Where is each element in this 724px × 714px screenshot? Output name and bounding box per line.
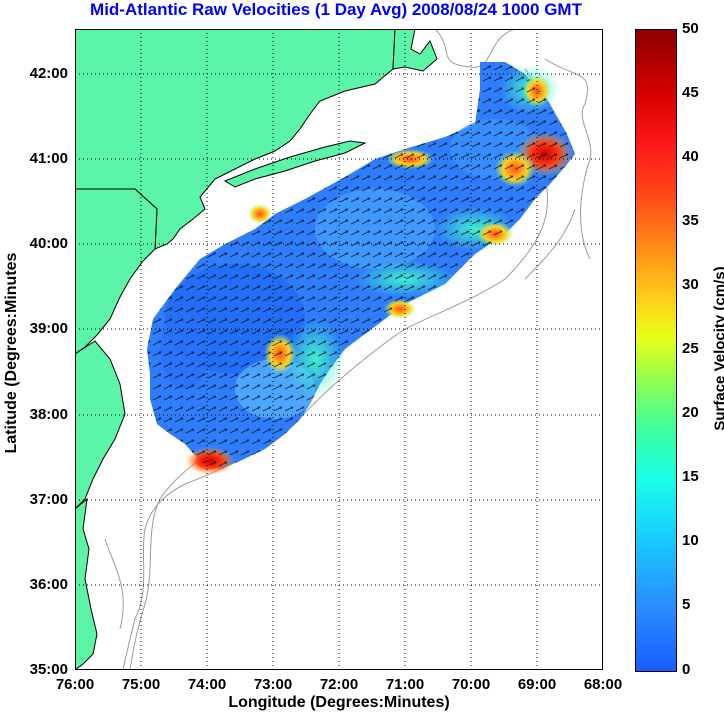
x-tick-label: 71:00	[385, 676, 425, 693]
y-tick-label: 41:00	[29, 150, 68, 167]
x-tick-label: 70:00	[451, 676, 491, 693]
x-axis-label: Longitude (Degrees:Minutes)	[228, 694, 450, 711]
land-long-island	[223, 140, 367, 188]
colorbar-tick-label: 10	[682, 532, 699, 549]
colorbar	[635, 29, 677, 672]
y-tick-label: 37:00	[29, 491, 68, 508]
y-tick-label: 39:00	[29, 320, 68, 337]
x-tick-label: 73:00	[253, 676, 293, 693]
colorbar-tick-label: 50	[682, 20, 699, 37]
colorbar-tick-label: 45	[682, 84, 699, 101]
x-tick-label: 69:00	[517, 676, 557, 693]
y-axis-label: Latitude (Degrees:Minutes	[3, 252, 20, 454]
colorbar-tick-label: 5	[682, 596, 691, 613]
map-title: Mid-Atlantic Raw Velocities (1 Day Avg) …	[90, 0, 582, 19]
y-tick-label: 42:00	[29, 65, 68, 82]
y-tick-label: 38:00	[29, 406, 68, 423]
colorbar-tick-label: 40	[682, 148, 699, 165]
map-canvas	[75, 29, 603, 670]
land-cape-cod	[392, 29, 438, 72]
x-tick-label: 74:00	[187, 676, 227, 693]
colorbar-tick-label: 30	[682, 276, 699, 293]
y-tick-label: 36:00	[29, 576, 68, 593]
colorbar-tick-label: 35	[682, 212, 699, 229]
colorbar-tick-label: 25	[682, 340, 699, 357]
land-masses	[75, 29, 438, 670]
colorbar-tick-label: 20	[682, 404, 699, 421]
colorbar-label: Surface Velocity (cm/s)	[711, 266, 724, 431]
grid-lines	[75, 29, 603, 670]
y-tick-label: 35:00	[29, 661, 68, 678]
velocity-arrows	[147, 62, 575, 469]
land-virginia-nc	[75, 497, 98, 670]
map-plot-area	[75, 29, 603, 670]
x-tick-label: 75:00	[121, 676, 161, 693]
x-tick-label: 76:00	[55, 676, 95, 693]
land-delmarva	[75, 340, 126, 510]
y-tick-label: 40:00	[29, 235, 68, 252]
x-tick-label: 68:00	[583, 676, 623, 693]
x-tick-label: 72:00	[319, 676, 359, 693]
colorbar-tick-label: 0	[682, 661, 691, 678]
colorbar-tick-label: 15	[682, 468, 699, 485]
